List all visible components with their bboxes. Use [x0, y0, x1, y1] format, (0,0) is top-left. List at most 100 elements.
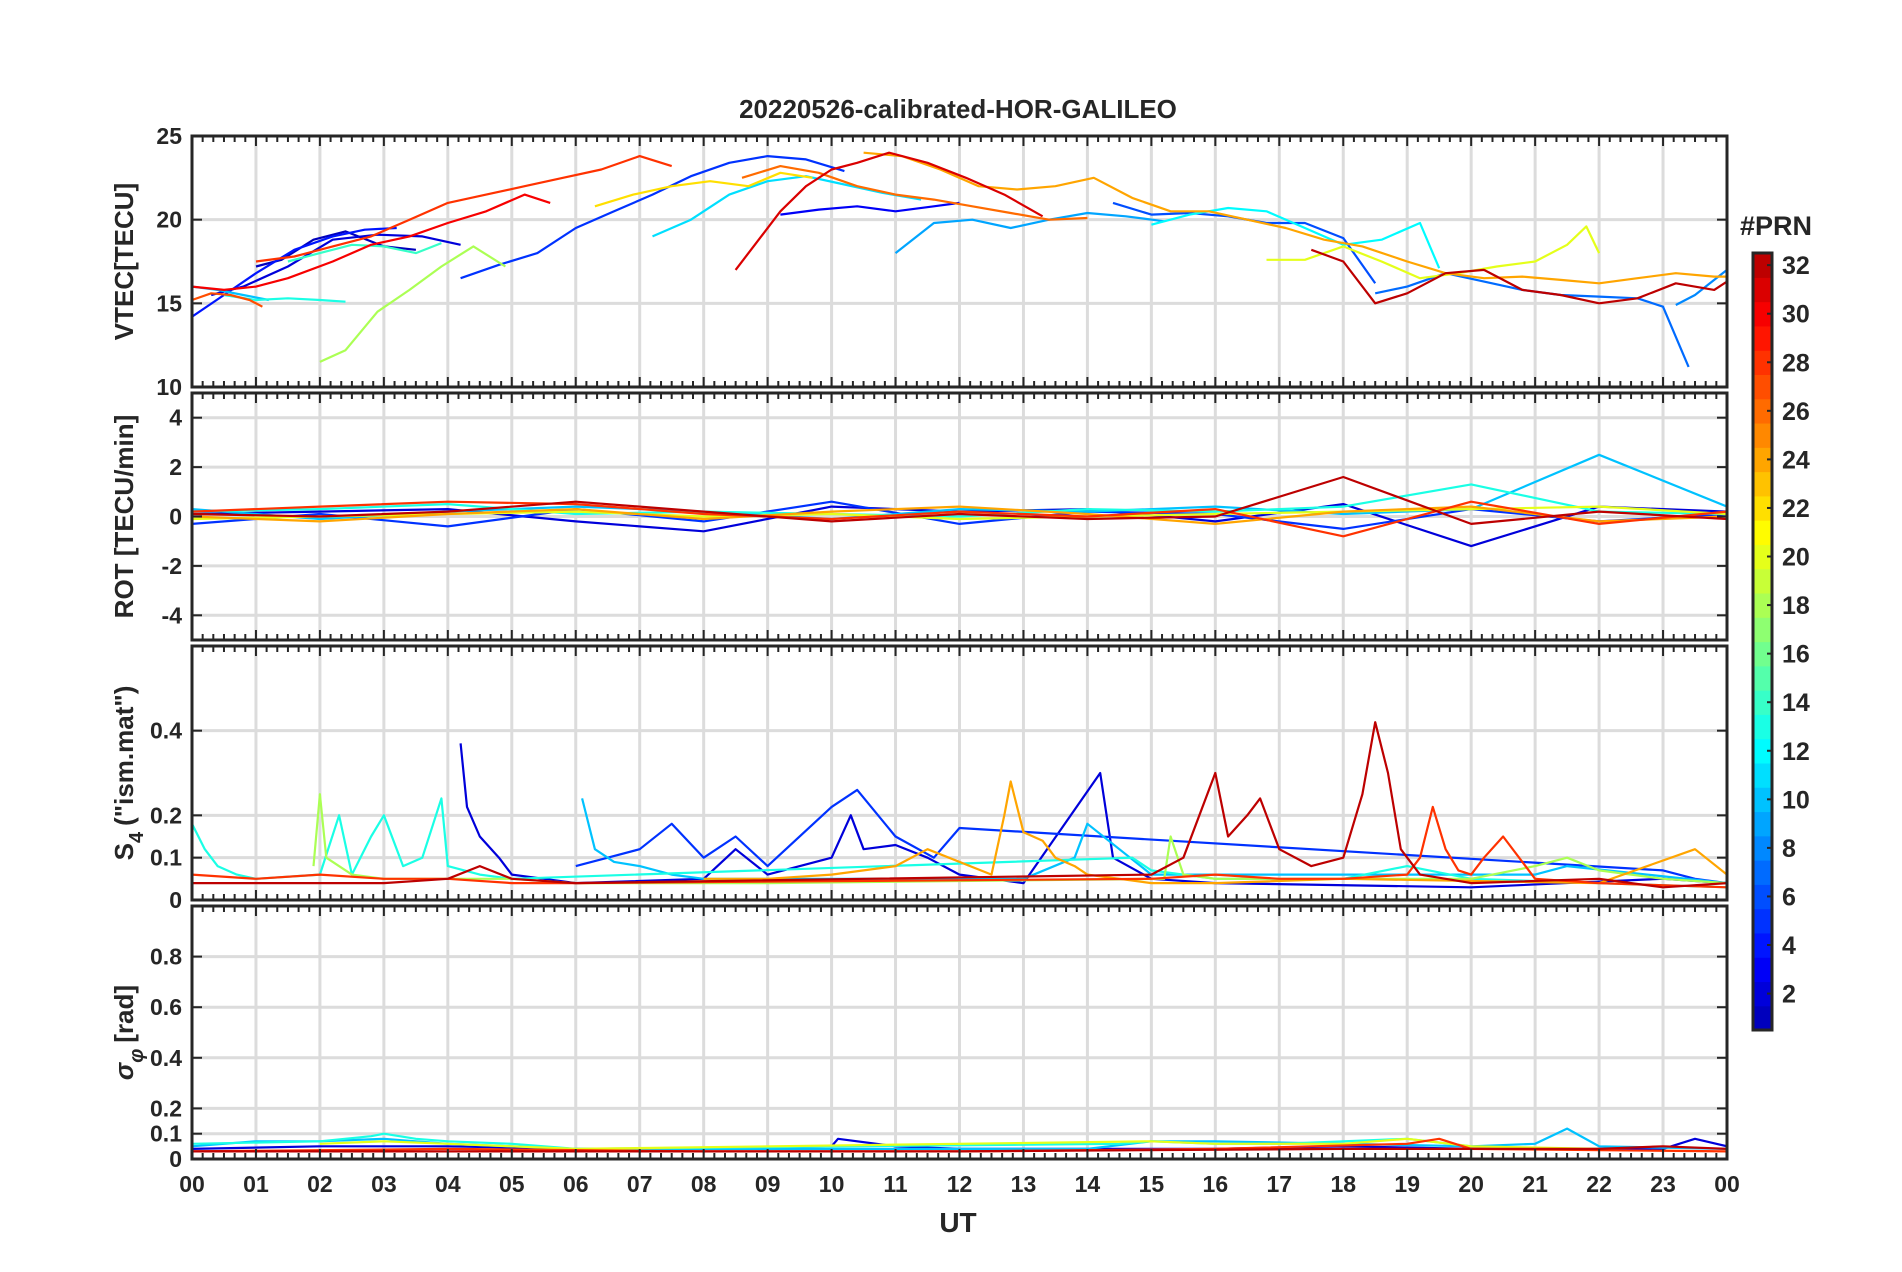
x-tick-label: 09	[755, 1171, 781, 1197]
x-tick-label: 19	[1394, 1171, 1420, 1197]
colorbar-segment	[1753, 884, 1772, 910]
colorbar-tick-label: 20	[1782, 544, 1810, 572]
y-tick-label: 0.2	[150, 802, 182, 828]
colorbar-tick-label: 16	[1782, 641, 1810, 669]
series-line-prn-24	[192, 505, 1727, 526]
series-line-prn-32	[192, 475, 1727, 526]
panel-frame-vtec	[190, 134, 1729, 389]
colorbar-segment	[1753, 811, 1772, 837]
series-line-prn-3	[780, 201, 960, 216]
chart-title: 20220526-calibrated-HOR-GALILEO	[739, 94, 1177, 124]
colorbar-segment	[1753, 835, 1772, 861]
x-tick-label: 20	[1458, 1171, 1484, 1197]
series-line-prn-32	[1310, 248, 1727, 305]
colorbar-tick-label: 28	[1782, 349, 1810, 377]
y-tick-label: -2	[162, 553, 182, 579]
y-tick-label: 2	[169, 454, 182, 480]
series-line-prn-28	[192, 500, 1727, 538]
colorbar-frame	[1751, 251, 1774, 1032]
y-tick-label: 0.4	[150, 1045, 182, 1071]
x-tick-label: 17	[1266, 1171, 1292, 1197]
y-axis-label-sigma: σφ[rad]	[109, 985, 148, 1080]
colorbar-segment	[1753, 325, 1772, 351]
panel-vtec: 10 15 20 25 VTEC[TECU]	[109, 123, 1729, 400]
x-tick-label: 08	[691, 1171, 717, 1197]
y-tick-label: 20	[156, 207, 182, 233]
colorbar-tick-label: 18	[1782, 592, 1810, 620]
x-tick-label: 07	[627, 1171, 653, 1197]
series-line-prn-20	[319, 1137, 1600, 1151]
colorbar-segment	[1753, 665, 1772, 691]
colorbar-segment	[1753, 617, 1772, 643]
series-line-prn-10	[192, 1127, 1727, 1151]
colorbar-segment	[1753, 957, 1772, 983]
series-line-prn-26	[741, 165, 1088, 221]
series-line-prn-32	[192, 721, 1727, 889]
colorbar-segment	[1753, 277, 1772, 303]
y-tick-label: 0	[169, 887, 182, 913]
y-tick-label: 0.2	[150, 1095, 182, 1121]
panel-sigma: 00.10.2 0.4 0.6 0.8σφ[rad] 00 01 02 03 04 05 06 07 0…	[109, 904, 1740, 1197]
colorbar-segment	[1753, 374, 1772, 400]
colorbar-segment	[1753, 398, 1772, 424]
x-tick-label: 00	[179, 1171, 205, 1197]
colorbar-tick-label: 8	[1782, 835, 1796, 863]
colorbar-segment	[1753, 592, 1772, 618]
series-line-prn-18	[319, 245, 506, 363]
colorbar-segment	[1753, 690, 1772, 715]
y-tick-label: 25	[156, 123, 182, 149]
series-group-rot	[192, 453, 1727, 548]
colorbar-tick-label: 32	[1782, 252, 1810, 280]
series-line-prn-24	[863, 151, 1727, 285]
panel-frame-s4	[190, 644, 1729, 902]
colorbar-tick-label: 22	[1782, 495, 1810, 523]
colorbar-segment	[1753, 495, 1772, 521]
x-axis-label: UT	[939, 1207, 976, 1238]
colorbar-segment	[1753, 860, 1772, 885]
y-tick-label: 0.1	[150, 845, 182, 871]
colorbar-tick-label: 10	[1782, 786, 1810, 814]
x-tick-label: 14	[1075, 1171, 1101, 1197]
y-tick-label: 0.6	[150, 994, 182, 1020]
colorbar-segment	[1753, 641, 1772, 667]
colorbar-label: #PRN	[1740, 211, 1812, 241]
y-axis-label-vtec: VTEC[TECU]	[109, 183, 139, 340]
colorbar-tick-label: 26	[1782, 398, 1810, 426]
panel-frame-rot	[190, 391, 1729, 642]
colorbar-segment	[1753, 932, 1772, 958]
series-line-prn-27	[192, 292, 263, 308]
panel-s4: 0 0.1 0.2 0.4S4("ism.mat")	[109, 644, 1729, 913]
colorbar-segment	[1753, 350, 1772, 376]
colorbar-segment	[1753, 738, 1772, 764]
panel-frame-sigma	[190, 904, 1729, 1161]
y-tick-label: 10	[156, 374, 182, 400]
x-tick-label: 23	[1650, 1171, 1676, 1197]
colorbar-segment	[1753, 447, 1772, 473]
series-line-prn-30	[192, 193, 551, 291]
y-tick-label: 0.4	[150, 718, 182, 744]
colorbar-tick-label: 24	[1782, 446, 1810, 474]
colorbar-segment	[1753, 471, 1772, 497]
x-tick-label: 11	[883, 1171, 908, 1197]
series-line-prn-13	[192, 483, 1727, 518]
x-tick-label: 18	[1330, 1171, 1356, 1197]
x-tick-label: 01	[243, 1171, 269, 1197]
x-tick-label: 03	[371, 1171, 397, 1197]
colorbar-tick-label: 14	[1782, 689, 1810, 717]
colorbar-segment	[1753, 544, 1772, 570]
x-tick-label: 05	[499, 1171, 525, 1197]
x-tick-label: 21	[1522, 1171, 1548, 1197]
y-tick-label: 0.1	[150, 1121, 182, 1147]
y-tick-label: 0	[169, 1146, 182, 1172]
colorbar-segment	[1753, 253, 1772, 278]
series-line-prn-28	[192, 805, 1727, 889]
series-group-vtec	[192, 151, 1727, 368]
colorbar-tick-label: 4	[1782, 932, 1796, 960]
colorbar-segment	[1753, 714, 1772, 740]
colorbar-tick-label: 6	[1782, 883, 1796, 911]
colorbar-segment	[1753, 301, 1772, 327]
colorbar-segment	[1753, 981, 1772, 1007]
series-line-prn-2	[210, 233, 461, 297]
series-line-prn-22	[594, 171, 813, 208]
